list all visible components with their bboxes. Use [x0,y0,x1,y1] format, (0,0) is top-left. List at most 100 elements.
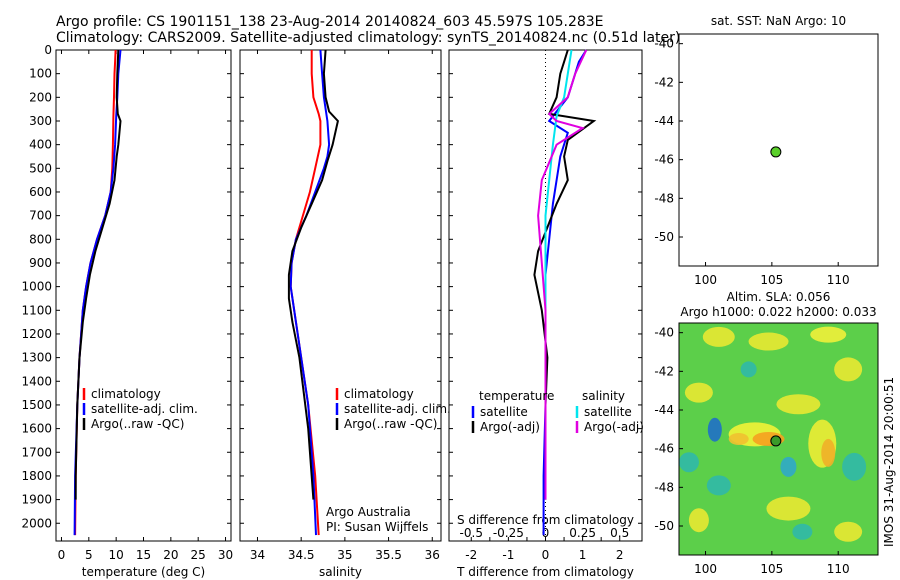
xtick-label-salinity: 35 [337,548,352,562]
map-ytick-label: -40 [654,326,674,340]
panel-difference: -2 -1 0 1 2 -0.5 -0.25 0 0.25 0.5S difference fro… [448,49,644,579]
ytick-label: 500 [29,161,52,175]
map-xtick-label: 105 [760,273,783,287]
ytick-label: 2000 [21,516,52,530]
xlabel-difference: T difference from climatology [456,565,634,579]
ytick-label: 800 [29,232,52,246]
sla-anomaly-patch [821,438,836,467]
series-line-temperature-0 [74,49,117,536]
sla-anomaly-patch [792,523,813,540]
sla-anomaly-patch [780,456,797,477]
ytick-label: 1700 [21,445,52,459]
xtick-label-temperature: 30 [218,548,233,562]
map-title-line2: Argo h1000: 0.022 h2000: 0.033 [680,305,876,319]
map-ytick-label: -46 [654,442,674,456]
annotation-line2: PI: Susan Wijffels [326,520,428,534]
map-xtick-label: 100 [694,562,717,576]
legend-label: satellite-adj. clim. [344,402,451,416]
ytick-label: 200 [29,90,52,104]
xtick-label-S: 0.25 [569,526,596,540]
xtick-label-T: -1 [502,548,514,562]
map-xtick-label: 110 [827,273,850,287]
series-line-difference-1 [533,49,597,500]
ytick-label: 600 [29,185,52,199]
ytick-label: 1400 [21,374,52,388]
ytick-label: 1100 [21,303,52,317]
legend-label: climatology [91,387,161,401]
series-line-difference-3 [537,49,588,500]
series-line-temperature-2 [74,49,122,500]
plot-title-line1: Argo profile: CS 1901151_138 23-Aug-2014… [56,14,604,30]
ytick-label: 400 [29,138,52,152]
map-xtick-label: 105 [760,562,783,576]
ytick-label: 300 [29,114,52,128]
annotation-line1: Argo Australia [326,505,411,519]
series-line-salinity-2 [287,49,339,500]
map-ytick-label: -44 [654,403,674,417]
xtick-label-S: -0.5 [460,526,483,540]
xtick-label-S: 0.5 [610,526,629,540]
legend-label: satellite-adj. clim. [91,402,198,416]
xtick-label-S: 0 [542,526,550,540]
map-ytick-label: -42 [654,75,674,89]
legend-label: satellite [480,405,528,419]
xlabel-temperature: temperature (deg C) [82,565,205,579]
xtick-label-S: -0.25 [493,526,524,540]
sla-anomaly-patch [810,326,847,343]
sla-anomaly-patch [776,394,821,415]
series-line-salinity-0 [289,50,322,536]
xtick-label-temperature: 20 [163,548,178,562]
xtick-label-temperature: 0 [58,548,66,562]
map-frame [678,33,879,267]
xtick-label-T: 2 [616,548,624,562]
legend-label: satellite [584,405,632,419]
map-ytick-label: -48 [654,191,674,205]
sla-anomaly-patch [688,508,709,533]
xtick-label-salinity: 36 [425,548,440,562]
xtick-label-temperature: 15 [136,548,151,562]
panel-salinity: 34 34.5 35 35.5 36 salinity climatologysatelli… [239,49,451,579]
sla-anomaly-patch [728,433,749,445]
xtick-label-salinity: 34 [250,548,265,562]
s-difference-label: S difference from climatology [457,513,634,527]
xtick-label-salinity: 35.5 [375,548,402,562]
sla-anomaly-patch [834,357,863,382]
map-ytick-label: -44 [654,114,674,128]
ytick-label: 1900 [21,493,52,507]
ytick-label: 1600 [21,422,52,436]
ytick-label: 700 [29,209,52,223]
map-ytick-label: -42 [654,364,674,378]
sla-anomaly-patch [678,452,699,473]
legend-title-temperature: temperature [479,389,554,403]
argo-location-marker [770,435,782,447]
xtick-label-T: 1 [579,548,587,562]
ytick-label: 100 [29,67,52,81]
legend-label: Argo(..raw -QC) [344,417,437,431]
ytick-label: 1000 [21,280,52,294]
map-ytick-label: -40 [654,37,674,51]
xtick-label-T: 0 [542,548,550,562]
map-title-line1: Altim. SLA: 0.056 [727,290,831,304]
panel-frame-temperature [55,49,232,542]
map-ytick-label: -48 [654,480,674,494]
map-xtick-label: 110 [827,562,850,576]
map-sst-map: 100 105 110 -40 -42 -44 -46 -48 -50 sat. SST: NaN… [654,14,879,287]
legend-label: climatology [344,387,414,401]
map-ytick-label: -46 [654,153,674,167]
ytick-label: 1800 [21,469,52,483]
legend-label: Argo(-adj) [584,420,644,434]
legend-title-salinity: salinity [582,389,625,403]
xtick-label-temperature: 5 [85,548,93,562]
ytick-label: 0 [44,43,52,57]
panel-temperature: 0100200300400500600700800900100011001200… [21,43,233,579]
ytick-label: 900 [29,256,52,270]
sla-anomaly-patch [706,475,731,496]
xtick-label-temperature: 25 [191,548,206,562]
map-ytick-label: -50 [654,230,674,244]
ytick-label: 1500 [21,398,52,412]
sla-anomaly-patch [834,521,863,542]
map-title: sat. SST: NaN Argo: 10 [711,14,846,28]
sla-anomaly-patch [684,382,713,403]
map-frame [678,322,879,556]
